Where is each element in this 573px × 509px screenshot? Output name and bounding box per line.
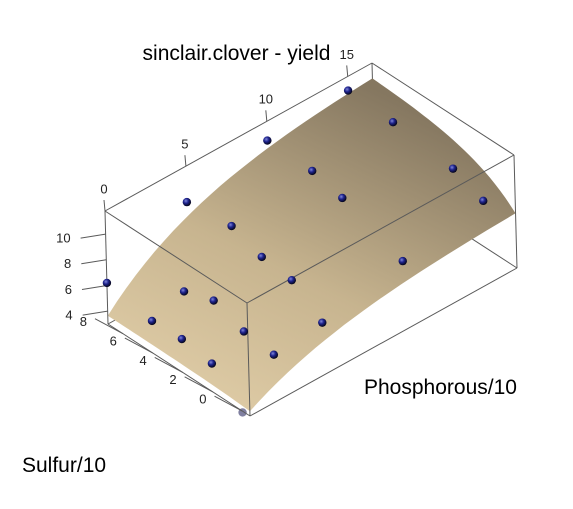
x-tick-label: 10 bbox=[259, 92, 273, 107]
box-edge bbox=[246, 302, 251, 417]
x-tick bbox=[103, 199, 106, 212]
data-point bbox=[209, 296, 218, 305]
z-tick-label: 8 bbox=[80, 314, 87, 329]
z-tick-label: 4 bbox=[140, 353, 147, 368]
data-point bbox=[147, 316, 157, 326]
z-tick bbox=[124, 337, 154, 354]
data-point bbox=[318, 318, 327, 327]
data-point bbox=[179, 287, 189, 296]
data-point bbox=[388, 118, 398, 127]
data-point bbox=[308, 166, 317, 176]
y-tick bbox=[81, 259, 107, 265]
data-point bbox=[182, 197, 192, 207]
z-tick bbox=[214, 395, 243, 412]
data-point bbox=[239, 327, 249, 336]
visible-data-points bbox=[102, 86, 488, 368]
data-point bbox=[448, 164, 458, 173]
y-tick-label: 4 bbox=[65, 308, 72, 323]
z-tick-label: 6 bbox=[110, 333, 117, 348]
y-tick bbox=[80, 233, 106, 239]
box-edge bbox=[371, 62, 515, 156]
z-tick-label: 0 bbox=[199, 392, 206, 407]
data-point bbox=[263, 136, 272, 145]
data-point bbox=[207, 359, 217, 368]
data-point bbox=[287, 275, 296, 285]
data-point bbox=[102, 278, 112, 288]
y-tick-label: 10 bbox=[56, 231, 70, 246]
z-tick bbox=[184, 376, 213, 393]
y-tick-label: 6 bbox=[65, 282, 72, 297]
x-tick bbox=[184, 155, 187, 167]
data-point bbox=[269, 350, 279, 359]
y-tick bbox=[82, 310, 108, 316]
x-tick-label: 0 bbox=[100, 181, 107, 196]
surface-patch bbox=[107, 78, 516, 412]
box-edge bbox=[513, 154, 518, 269]
fitted-surface bbox=[107, 78, 516, 412]
y-tick-label: 8 bbox=[64, 256, 71, 271]
box-edge bbox=[104, 210, 109, 325]
z-tick bbox=[154, 356, 183, 373]
x-tick-label: 15 bbox=[339, 47, 353, 62]
z-axis-label: Sulfur/10 bbox=[22, 454, 107, 477]
z-tick-label: 2 bbox=[169, 372, 176, 387]
y-tick bbox=[81, 284, 108, 290]
z-tick bbox=[94, 318, 124, 335]
chart-title: sinclair.clover - yield bbox=[142, 42, 331, 65]
data-point bbox=[343, 86, 353, 95]
data-point bbox=[479, 196, 488, 206]
data-point bbox=[398, 256, 407, 266]
data-point bbox=[177, 334, 187, 344]
x-axis-label: Phosphorous/10 bbox=[364, 376, 517, 399]
data-point bbox=[338, 193, 347, 203]
data-point bbox=[227, 221, 236, 231]
x-tick bbox=[346, 65, 349, 77]
x-tick bbox=[265, 110, 268, 122]
box-edge bbox=[104, 62, 373, 212]
data-point bbox=[257, 252, 266, 262]
box-edge bbox=[104, 210, 248, 304]
x-tick-label: 5 bbox=[181, 137, 188, 152]
box-edge bbox=[249, 267, 518, 417]
box-front-edges bbox=[104, 62, 518, 417]
axis-ticks: 0 5 10 15 4 6 8 10 0 2 4 6 8 bbox=[56, 47, 354, 412]
